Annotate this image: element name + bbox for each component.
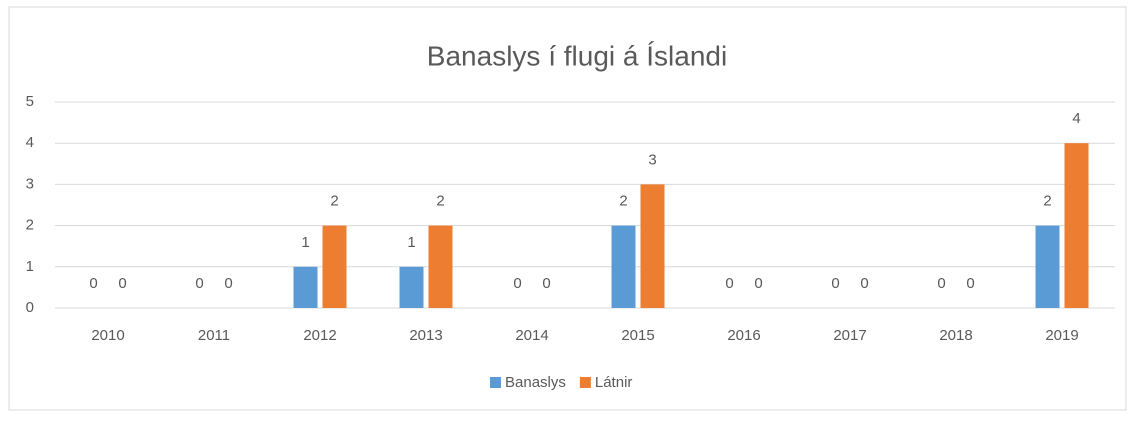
y-tick-label: 2 (26, 217, 34, 234)
chart-title: Banaslys í flugi á Íslandi (427, 40, 727, 71)
bar (611, 225, 636, 308)
x-tick-label: 2014 (515, 327, 548, 344)
data-label: 0 (89, 275, 97, 292)
x-tick-label: 2012 (303, 327, 336, 344)
bar (293, 266, 318, 308)
legend-swatch (579, 377, 591, 388)
data-label: 1 (301, 234, 309, 251)
data-label: 2 (330, 193, 338, 210)
data-label: 0 (224, 275, 232, 292)
data-label: 2 (619, 193, 627, 210)
x-tick-label: 2018 (939, 327, 972, 344)
x-tick-label: 2010 (91, 327, 124, 344)
data-label: 0 (725, 275, 733, 292)
data-label: 0 (118, 275, 126, 292)
data-label: 0 (860, 275, 868, 292)
y-tick-label: 0 (26, 299, 34, 316)
data-label: 0 (754, 275, 762, 292)
chart-border (8, 6, 1127, 411)
data-label: 0 (542, 275, 550, 292)
data-label: 2 (1043, 193, 1051, 210)
x-tick-label: 2017 (833, 327, 866, 344)
x-tick-label: 2016 (727, 327, 760, 344)
data-label: 1 (407, 234, 415, 251)
bar (399, 266, 424, 308)
x-tick-label: 2013 (409, 327, 442, 344)
bar (1035, 225, 1060, 308)
data-label: 3 (648, 151, 656, 168)
legend-swatch (490, 377, 501, 388)
data-label: 0 (966, 275, 974, 292)
y-tick-label: 4 (26, 134, 34, 151)
data-label: 0 (513, 275, 521, 292)
bar (1064, 143, 1089, 308)
data-label: 0 (831, 275, 839, 292)
x-tick-label: 2015 (621, 327, 654, 344)
y-tick-label: 3 (26, 175, 34, 192)
bar (322, 225, 347, 308)
bar (428, 225, 453, 308)
data-label: 4 (1072, 110, 1080, 127)
data-label: 0 (195, 275, 203, 292)
y-tick-label: 1 (26, 258, 34, 275)
x-tick-label: 2019 (1045, 327, 1078, 344)
legend-label: Banaslys (505, 374, 566, 391)
bar (640, 184, 665, 308)
legend-label: Látnir (595, 374, 633, 391)
data-label: 2 (436, 193, 444, 210)
y-tick-label: 5 (26, 93, 34, 110)
data-label: 0 (937, 275, 945, 292)
x-tick-label: 2011 (198, 327, 230, 344)
